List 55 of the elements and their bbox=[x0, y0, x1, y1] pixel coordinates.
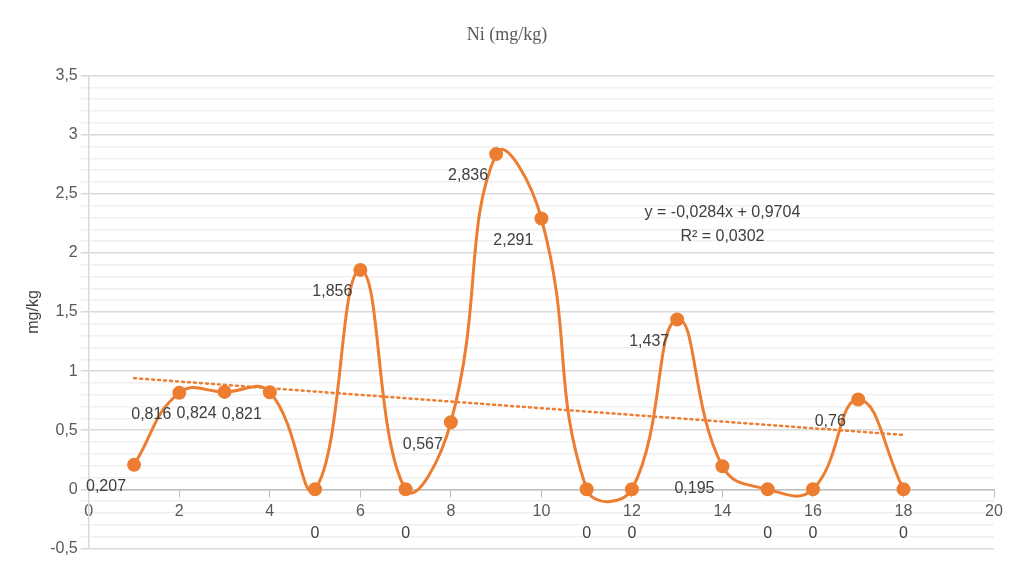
annotation: R² = 0,0302 bbox=[680, 227, 765, 245]
x-tick-label: 18 bbox=[894, 502, 913, 520]
data-label: 2,291 bbox=[493, 230, 534, 248]
point bbox=[534, 211, 549, 226]
point bbox=[262, 385, 277, 400]
y-tick-label: 2 bbox=[68, 243, 78, 261]
point bbox=[851, 392, 866, 407]
data-label: 0 bbox=[401, 523, 411, 541]
point bbox=[127, 457, 142, 472]
x-tick-label: 8 bbox=[446, 502, 456, 520]
x-tick-label: 10 bbox=[532, 502, 551, 520]
point bbox=[398, 482, 413, 497]
point bbox=[353, 262, 368, 277]
annotation: y = -0,0284x + 0,9704 bbox=[644, 203, 801, 221]
data-label: 0,207 bbox=[86, 477, 127, 495]
chart-title: Ni (mg/kg) bbox=[466, 23, 548, 45]
data-label: 0 bbox=[627, 523, 637, 541]
point bbox=[443, 415, 458, 430]
data-label: 0,824 bbox=[176, 404, 217, 422]
data-label: 0,195 bbox=[674, 478, 715, 496]
point bbox=[579, 482, 594, 497]
y-tick-label: 1,5 bbox=[55, 302, 78, 320]
data-label: 0 bbox=[808, 523, 818, 541]
x-tick-label: 20 bbox=[985, 502, 1003, 520]
point bbox=[217, 384, 232, 399]
y-tick-label: -0,5 bbox=[50, 538, 78, 556]
point bbox=[172, 385, 187, 400]
y-tick-label: 3 bbox=[68, 125, 78, 143]
data-label: 0 bbox=[582, 523, 592, 541]
data-label: 0,567 bbox=[402, 434, 443, 452]
point bbox=[715, 459, 730, 474]
x-tick-label: 6 bbox=[355, 502, 365, 520]
point bbox=[805, 482, 820, 497]
data-label: 0,821 bbox=[221, 404, 262, 422]
point bbox=[760, 482, 775, 497]
point bbox=[670, 312, 685, 327]
data-label: 0 bbox=[899, 523, 909, 541]
point bbox=[624, 482, 639, 497]
y-tick-label: 3,5 bbox=[55, 66, 78, 84]
x-tick-label: 4 bbox=[265, 502, 275, 520]
point bbox=[896, 482, 911, 497]
point bbox=[489, 147, 504, 162]
y-tick-label: 0 bbox=[68, 479, 78, 497]
data-label: 2,836 bbox=[448, 166, 489, 184]
data-label: 0 bbox=[763, 523, 773, 541]
x-tick-label: 2 bbox=[174, 502, 184, 520]
x-tick-label: 14 bbox=[713, 502, 732, 520]
y-tick-label: 0,5 bbox=[55, 420, 78, 438]
x-tick-label: 12 bbox=[623, 502, 641, 520]
point bbox=[308, 482, 323, 497]
y-axis-title: mg/kg bbox=[24, 290, 42, 334]
y-tick-label: 1 bbox=[68, 361, 78, 379]
y-tick-label: 2,5 bbox=[55, 184, 78, 202]
data-label: 0 bbox=[310, 523, 320, 541]
x-tick-label: 16 bbox=[804, 502, 822, 520]
